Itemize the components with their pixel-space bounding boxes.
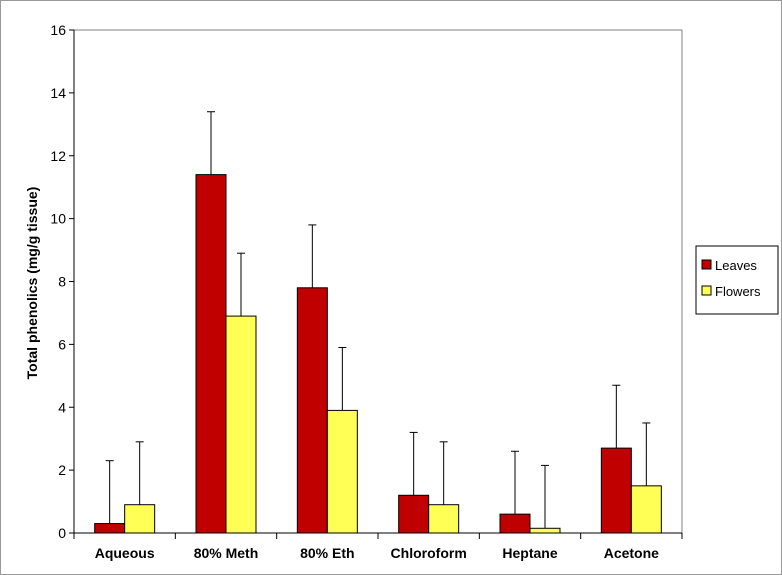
x-label-acetone: Acetone xyxy=(604,545,659,561)
bar-leaves-acetone xyxy=(600,447,632,534)
x-label-80-meth: 80% Meth xyxy=(194,545,259,561)
y-tick-label-0: 0 xyxy=(58,525,66,541)
legend-label-leaves: Leaves xyxy=(715,258,757,273)
bar-flowers-80-eth xyxy=(326,409,358,534)
y-tick-label-8: 8 xyxy=(58,274,66,290)
bar-leaves-chloroform xyxy=(398,494,430,534)
y-tick-label-4: 4 xyxy=(58,399,66,415)
legend-swatch-flowers xyxy=(701,285,712,296)
bar-flowers-acetone xyxy=(630,485,662,534)
bar-leaves-80-eth xyxy=(296,287,328,534)
plot-frame xyxy=(73,29,683,534)
legend-label-flowers: Flowers xyxy=(715,284,761,299)
y-tick-label-10: 10 xyxy=(50,211,66,227)
bar-flowers-80-meth xyxy=(225,315,257,534)
y-tick-label-6: 6 xyxy=(58,336,66,352)
bar-leaves-80-meth xyxy=(195,174,227,534)
y-tick-label-16: 16 xyxy=(50,22,66,38)
legend-swatch-leaves xyxy=(701,259,712,270)
bar-flowers-aqueous xyxy=(124,504,156,534)
legend: Leaves Flowers xyxy=(695,245,779,315)
bar-leaves-aqueous xyxy=(94,523,126,534)
x-label-chloroform: Chloroform xyxy=(391,545,467,561)
plot-area: 0 2 4 6 8 10 12 14 16 Aqueous 80% Meth 80% Eth Chlor… xyxy=(50,22,683,561)
y-tick-label-2: 2 xyxy=(58,462,66,478)
x-label-80-eth: 80% Eth xyxy=(300,545,354,561)
bar-flowers-chloroform xyxy=(428,504,460,534)
x-label-aqueous: Aqueous xyxy=(95,545,155,561)
x-label-heptane: Heptane xyxy=(502,545,557,561)
y-axis-title: Total phenolics (mg/g tissue) xyxy=(24,187,40,380)
bar-leaves-heptane xyxy=(499,513,531,534)
y-tick-label-12: 12 xyxy=(50,148,66,164)
y-tick-label-14: 14 xyxy=(50,85,66,101)
bar-flowers-heptane xyxy=(529,527,561,534)
legend-box xyxy=(695,245,779,315)
